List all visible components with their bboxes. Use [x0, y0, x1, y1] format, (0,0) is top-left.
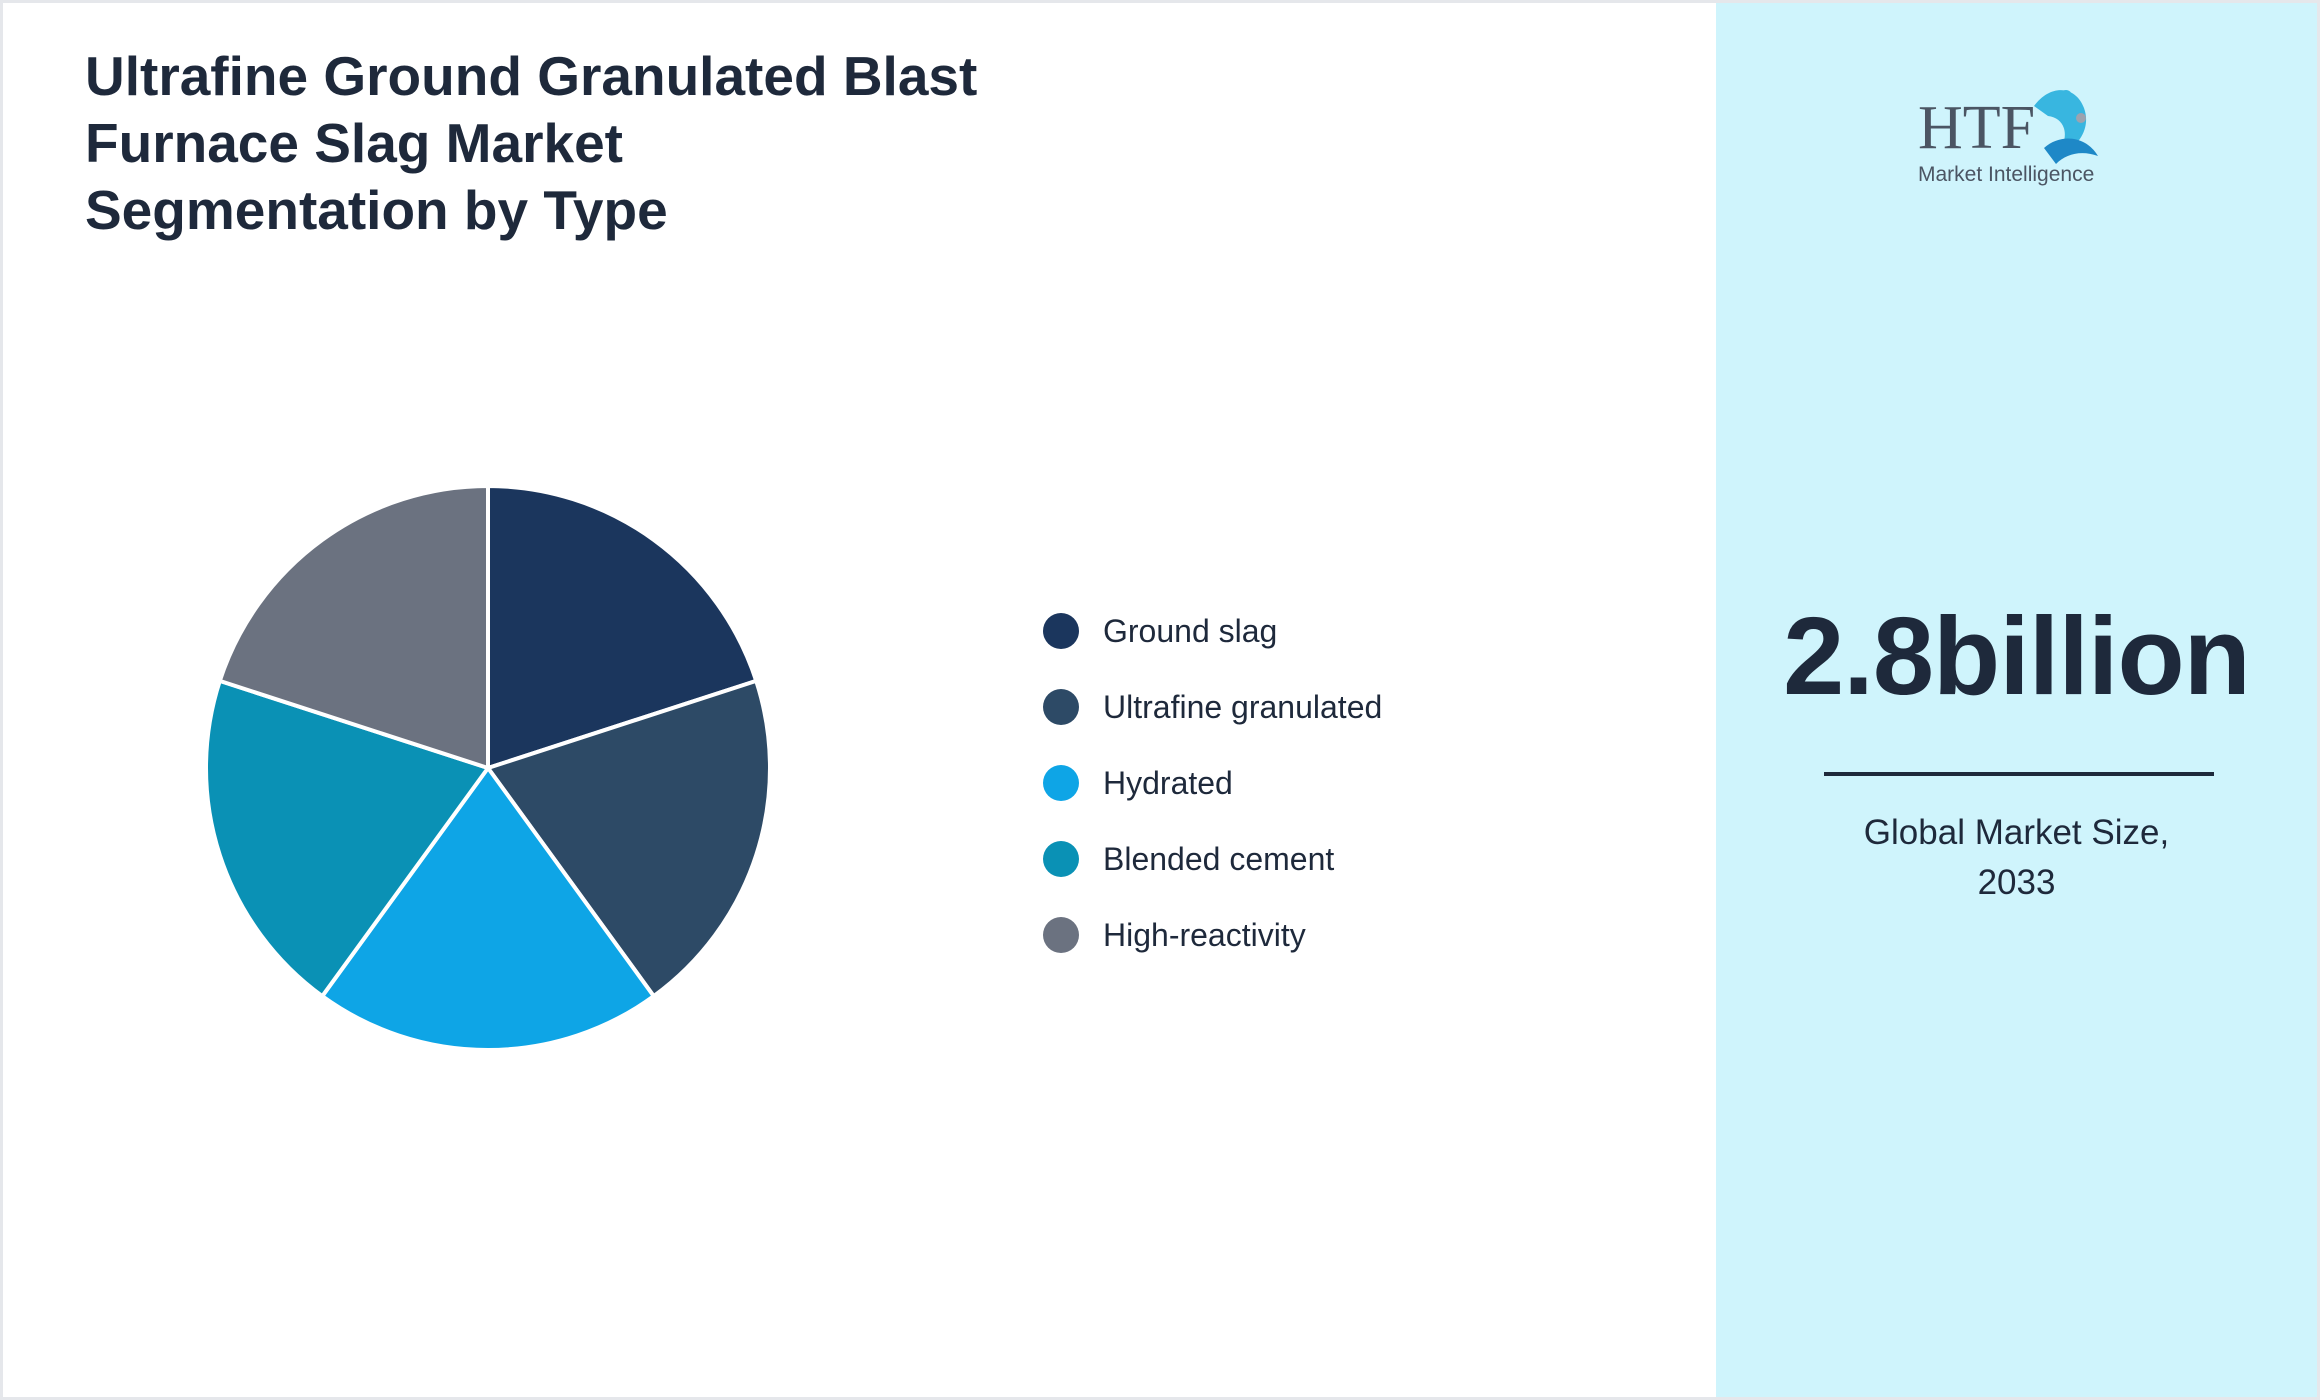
chart-legend: Ground slag Ultrafine granulated Hydrated B… — [1043, 593, 1382, 973]
legend-swatch-hydrated — [1043, 765, 1079, 801]
logo-wave-icon — [2044, 138, 2098, 164]
legend-label-ground-slag: Ground slag — [1103, 612, 1278, 649]
market-size-caption: Global Market Size, 2033 — [1716, 808, 2317, 908]
chart-title: Ultrafine Ground Granulated Blast Furnac… — [85, 43, 1085, 244]
legend-label-high-reactivity: High-reactivity — [1103, 916, 1306, 953]
htf-logo: HTF Market Intelligence — [1918, 90, 2098, 186]
legend-item-high-reactivity: High-reactivity — [1043, 897, 1382, 973]
legend-item-hydrated: Hydrated — [1043, 745, 1382, 821]
legend-label-hydrated: Hydrated — [1103, 764, 1233, 801]
legend-label-blended-cement: Blended cement — [1103, 840, 1335, 877]
legend-swatch-high-reactivity — [1043, 917, 1079, 953]
pie-slice-high-reactivity — [217, 484, 490, 770]
pie-slice-ground-slag — [486, 484, 759, 770]
market-size-value: 2.8billion — [1783, 595, 2251, 718]
logo-subtext: Market Intelligence — [1918, 163, 2094, 186]
pie-slice-ultrafine-granulated — [486, 678, 772, 999]
chart-title-line-2: Furnace Slag Market — [85, 112, 623, 174]
chart-title-line-3: Segmentation by Type — [85, 179, 668, 241]
legend-label-ultrafine-granulated: Ultrafine granulated — [1103, 688, 1383, 725]
legend-swatch-ultrafine-granulated — [1043, 689, 1079, 725]
legend-item-blended-cement: Blended cement — [1043, 821, 1382, 897]
legend-swatch-ground-slag — [1043, 613, 1079, 649]
legend-swatch-blended-cement — [1043, 841, 1079, 877]
chart-panel: Ultrafine Ground Granulated Blast Furnac… — [3, 3, 1716, 1397]
pie-slice-hydrated — [320, 766, 656, 1052]
caption-line-2: 2033 — [1977, 863, 2056, 902]
chart-title-line-1: Ultrafine Ground Granulated Blast — [85, 45, 978, 107]
pie-chart — [204, 484, 772, 1052]
pie-slice-blended-cement — [204, 678, 490, 999]
caption-line-1: Global Market Size, — [1863, 813, 2170, 852]
legend-item-ground-slag: Ground slag — [1043, 593, 1382, 669]
legend-item-ultrafine-granulated: Ultrafine granulated — [1043, 669, 1382, 745]
divider-line — [1824, 772, 2214, 776]
market-size-panel: HTF Market Intelligence 2.8billion Globa… — [1716, 3, 2317, 1397]
logo-text: HTF — [1918, 94, 2035, 162]
